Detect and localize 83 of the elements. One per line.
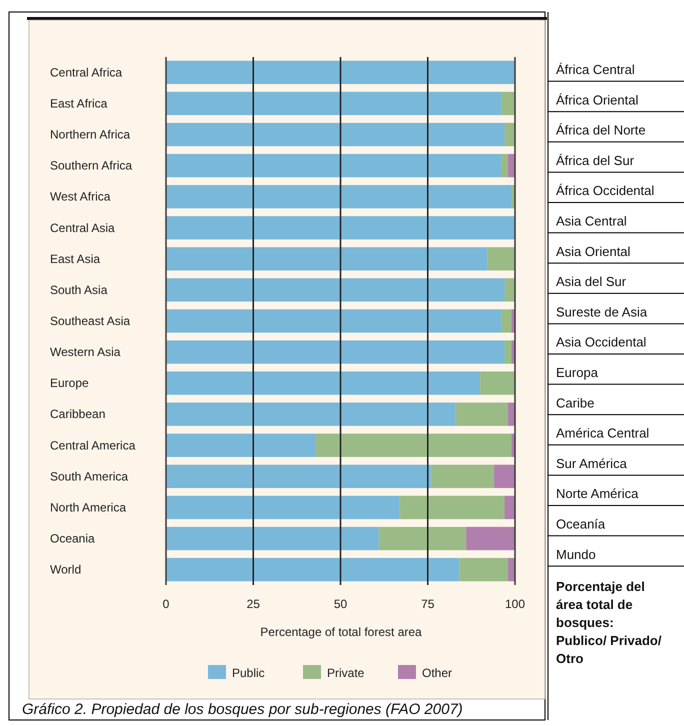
text: Gráfico 2. Propiedad de los bosques por sub-regiones (FAO 2007) bbox=[22, 701, 463, 718]
bar bbox=[431, 464, 494, 488]
y-tick-label: Central Asia bbox=[50, 220, 116, 235]
bar bbox=[166, 464, 432, 488]
y-tick-label: East Asia bbox=[50, 252, 100, 266]
text: Europa bbox=[556, 365, 599, 380]
bar bbox=[166, 278, 505, 302]
bar bbox=[166, 526, 379, 550]
bar bbox=[378, 526, 466, 550]
y-tick-label: World bbox=[50, 562, 82, 577]
text: África Central bbox=[556, 62, 635, 77]
bar bbox=[316, 434, 512, 457]
bar bbox=[508, 558, 515, 582]
text: Sureste de Asia bbox=[556, 304, 648, 320]
bar bbox=[504, 496, 515, 520]
y-tick-label: Europe bbox=[50, 376, 90, 390]
x-axis-title: Percentage of total forest area bbox=[260, 625, 422, 639]
bar bbox=[508, 402, 515, 426]
y-tick-label: West Africa bbox=[50, 190, 111, 204]
y-tick-label: South Asia bbox=[50, 282, 108, 297]
text: Sur América bbox=[556, 456, 628, 471]
bar bbox=[400, 496, 505, 520]
bar bbox=[166, 216, 515, 240]
bar bbox=[166, 340, 505, 364]
text: Oceanía bbox=[556, 516, 606, 532]
legend-label: Public bbox=[232, 666, 265, 680]
bar bbox=[166, 154, 502, 178]
text: África Occidental bbox=[556, 183, 654, 198]
bar bbox=[459, 558, 508, 582]
y-tick-label: Oceania bbox=[50, 532, 96, 546]
bar bbox=[504, 340, 512, 364]
bar bbox=[166, 247, 488, 270]
bar bbox=[508, 154, 515, 178]
bar bbox=[166, 122, 505, 146]
bar bbox=[504, 278, 515, 302]
bar bbox=[494, 464, 515, 488]
bar bbox=[501, 309, 512, 333]
text: Asia del Sur bbox=[556, 274, 627, 290]
y-tick-label: Western Asia bbox=[50, 345, 121, 360]
text: África Oriental bbox=[556, 92, 638, 108]
bar bbox=[504, 122, 515, 146]
bar bbox=[166, 185, 512, 208]
x-tick-label: 100 bbox=[504, 597, 526, 611]
text: Asia Central bbox=[556, 214, 627, 228]
x-tick-label: 75 bbox=[421, 597, 435, 611]
bar bbox=[166, 496, 400, 520]
text: Asia Occidental bbox=[556, 334, 646, 350]
x-tick-label: 50 bbox=[334, 597, 348, 611]
text: Caribe bbox=[556, 395, 594, 410]
bar bbox=[166, 60, 515, 84]
y-tick-label: Central America bbox=[50, 438, 136, 452]
bar bbox=[166, 372, 480, 395]
legend-label: Other bbox=[422, 666, 452, 680]
x-tick-label: 0 bbox=[162, 597, 170, 611]
bar bbox=[166, 309, 502, 333]
bar bbox=[456, 402, 508, 426]
y-tick-label: Southern Africa bbox=[50, 158, 132, 173]
y-tick-label: Southeast Asia bbox=[50, 314, 130, 328]
bar bbox=[166, 434, 316, 457]
bar bbox=[166, 92, 502, 116]
bar bbox=[466, 526, 515, 550]
text: Publico/ Privado/ Otro bbox=[556, 633, 662, 666]
text: África del Sur bbox=[556, 152, 635, 168]
bar bbox=[480, 372, 515, 395]
text: Porcentaje del área total de bosques: bbox=[556, 579, 645, 630]
text: Norte América bbox=[556, 486, 640, 502]
y-tick-label: Northern Africa bbox=[50, 128, 130, 142]
y-tick-label: South America bbox=[50, 469, 128, 484]
y-tick-label: Central Africa bbox=[50, 65, 122, 80]
y-tick-label: North America bbox=[50, 500, 126, 514]
text: Asia Oriental bbox=[556, 244, 631, 259]
legend-label: Private bbox=[327, 666, 365, 680]
y-tick-label: Caribbean bbox=[50, 407, 106, 422]
bar bbox=[487, 247, 515, 270]
bar bbox=[166, 402, 456, 426]
bar bbox=[501, 154, 508, 178]
bar bbox=[501, 92, 515, 116]
text: Mundo bbox=[556, 546, 596, 562]
x-tick-label: 25 bbox=[246, 597, 260, 611]
bar bbox=[166, 558, 460, 582]
text: América Central bbox=[556, 426, 650, 441]
text: África del Norte bbox=[556, 122, 646, 138]
y-tick-label: East Africa bbox=[50, 96, 108, 110]
